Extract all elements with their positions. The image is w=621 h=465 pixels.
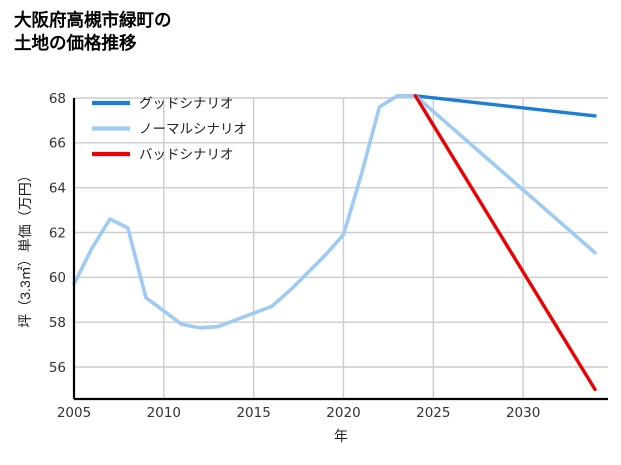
series-line-ノーマルシナリオ (413, 93, 597, 255)
axis-lines (72, 98, 608, 401)
legend-label: バッドシナリオ (139, 147, 234, 162)
y-tick-label: 62 (49, 225, 66, 241)
y-tick-label: 56 (49, 360, 66, 376)
y-tick-label: 68 (49, 91, 66, 107)
legend-label: ノーマルシナリオ (139, 122, 247, 137)
y-tick-labels: 56 58 60 62 64 66 68 (49, 91, 66, 376)
series-lines (72, 93, 597, 392)
series-line-実績 (72, 93, 418, 330)
legend-label: グッドシナリオ (139, 96, 234, 111)
chart-title-line1: 大阪府高槻市緑町の (14, 10, 172, 30)
gridlines (73, 97, 608, 399)
y-tick-label: 58 (49, 315, 66, 331)
y-tick-label: 60 (49, 270, 66, 286)
x-tick-label: 2015 (236, 405, 270, 421)
x-tick-labels: 2005 2010 2015 2020 2025 2030 (57, 405, 540, 421)
x-tick-label: 2030 (506, 405, 540, 421)
series-line-グッドシナリオ (413, 94, 597, 118)
y-axis-title: 坪（3.3㎡）単価（万円） (17, 168, 33, 327)
x-tick-label: 2025 (416, 405, 450, 421)
series-line-バッドシナリオ (413, 94, 597, 392)
x-tick-label: 2005 (57, 405, 91, 421)
y-tick-label: 64 (49, 180, 66, 196)
chart-title: 大阪府高槻市緑町の 土地の価格推移 (14, 9, 172, 55)
x-tick-label: 2010 (147, 405, 181, 421)
chart-title-line2: 土地の価格推移 (14, 33, 137, 54)
x-tick-label: 2020 (326, 405, 360, 421)
y-tick-label: 66 (49, 136, 66, 152)
x-axis-title: 年 (334, 428, 348, 444)
